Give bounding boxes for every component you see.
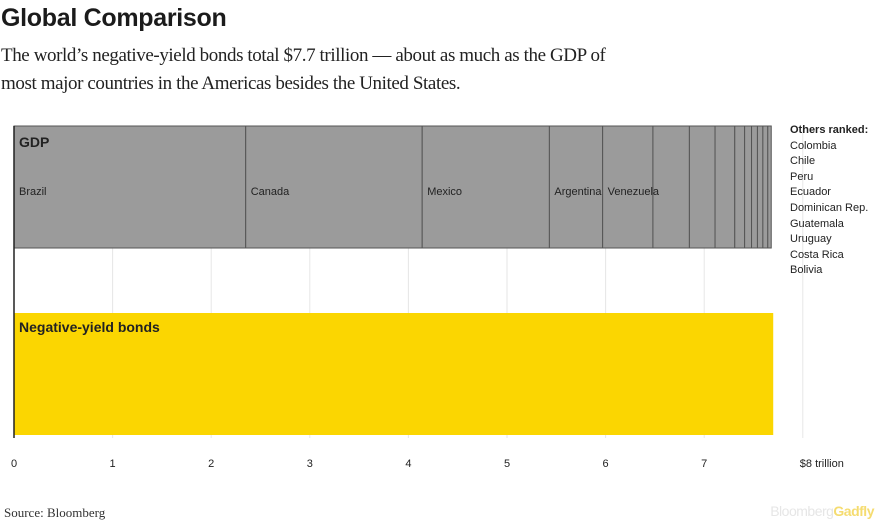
x-tick-7: 7 — [701, 458, 707, 470]
others-item-costa-rica: Costa Rica — [790, 248, 844, 261]
others-heading: Others ranked: — [790, 124, 869, 136]
others-item-ecuador: Ecuador — [790, 186, 831, 199]
x-tick-6: 6 — [603, 458, 609, 470]
x-tick-labels: 0 1 2 3 4 5 6 7 $8 trillion — [11, 458, 844, 470]
gdp-segment-colombia — [652, 125, 690, 249]
gdp-label-argentina: Argentina — [554, 186, 602, 198]
gdp-segment-mexico — [421, 125, 550, 249]
gdp-bar — [13, 125, 772, 249]
others-item-uruguay: Uruguay — [790, 233, 832, 246]
others-item-colombia: Colombia — [790, 139, 837, 152]
brand-logo: BloombergGadfly — [770, 503, 874, 519]
others-item-dominican-rep: Dominican Rep. — [790, 201, 869, 214]
bonds-bar — [14, 313, 774, 435]
x-tick-0: 0 — [11, 458, 17, 470]
gdp-vs-bonds-chart: Brazil Canada Mexico Argentina Venezuela GDP… — [11, 125, 844, 470]
gdp-segment-dominican-rep — [744, 125, 753, 249]
x-tick-8: $8 trillion — [800, 458, 844, 470]
chart-title: Global Comparison — [1, 4, 227, 32]
source-note: Source: Bloomberg — [4, 505, 106, 520]
bonds-bar-group — [14, 313, 774, 435]
brand-part-gadfly: Gadfly — [833, 503, 874, 519]
gdp-segment-ecuador — [734, 125, 746, 249]
gdp-segment-uruguay — [756, 125, 764, 249]
others-ranked-list: Others ranked: Colombia Chile Peru Ecuad… — [790, 123, 868, 279]
others-item-peru: Peru — [790, 170, 814, 183]
x-tick-1: 1 — [110, 458, 116, 470]
gdp-series-label: GDP — [19, 134, 49, 150]
others-item-bolivia: Bolivia — [790, 264, 823, 277]
x-tick-4: 4 — [405, 458, 411, 470]
gdp-segment-labels: Brazil Canada Mexico Argentina Venezuela — [19, 186, 660, 198]
gdp-label-brazil: Brazil — [19, 186, 47, 198]
gdp-segment-chile — [688, 125, 716, 249]
gdp-segment-peru — [714, 125, 736, 249]
gdp-segment-bolivia — [767, 125, 772, 249]
chart-subtitle: The world’s negative-yield bonds total $… — [1, 45, 606, 94]
gdp-label-venezuela: Venezuela — [608, 186, 660, 198]
x-tick-5: 5 — [504, 458, 510, 470]
others-item-guatemala: Guatemala — [790, 217, 844, 230]
brand-part-bloomberg: Bloomberg — [770, 503, 834, 519]
gdp-label-canada: Canada — [251, 186, 290, 198]
x-tick-2: 2 — [208, 458, 214, 470]
others-item-chile: Chile — [790, 155, 816, 168]
x-tick-3: 3 — [307, 458, 313, 470]
bonds-series-label: Negative-yield bonds — [19, 319, 160, 335]
gdp-segment-guatemala — [751, 125, 758, 249]
gdp-label-mexico: Mexico — [427, 186, 462, 198]
gdp-segment-costa-rica — [762, 125, 769, 249]
gdp-segment-canada — [245, 125, 423, 249]
